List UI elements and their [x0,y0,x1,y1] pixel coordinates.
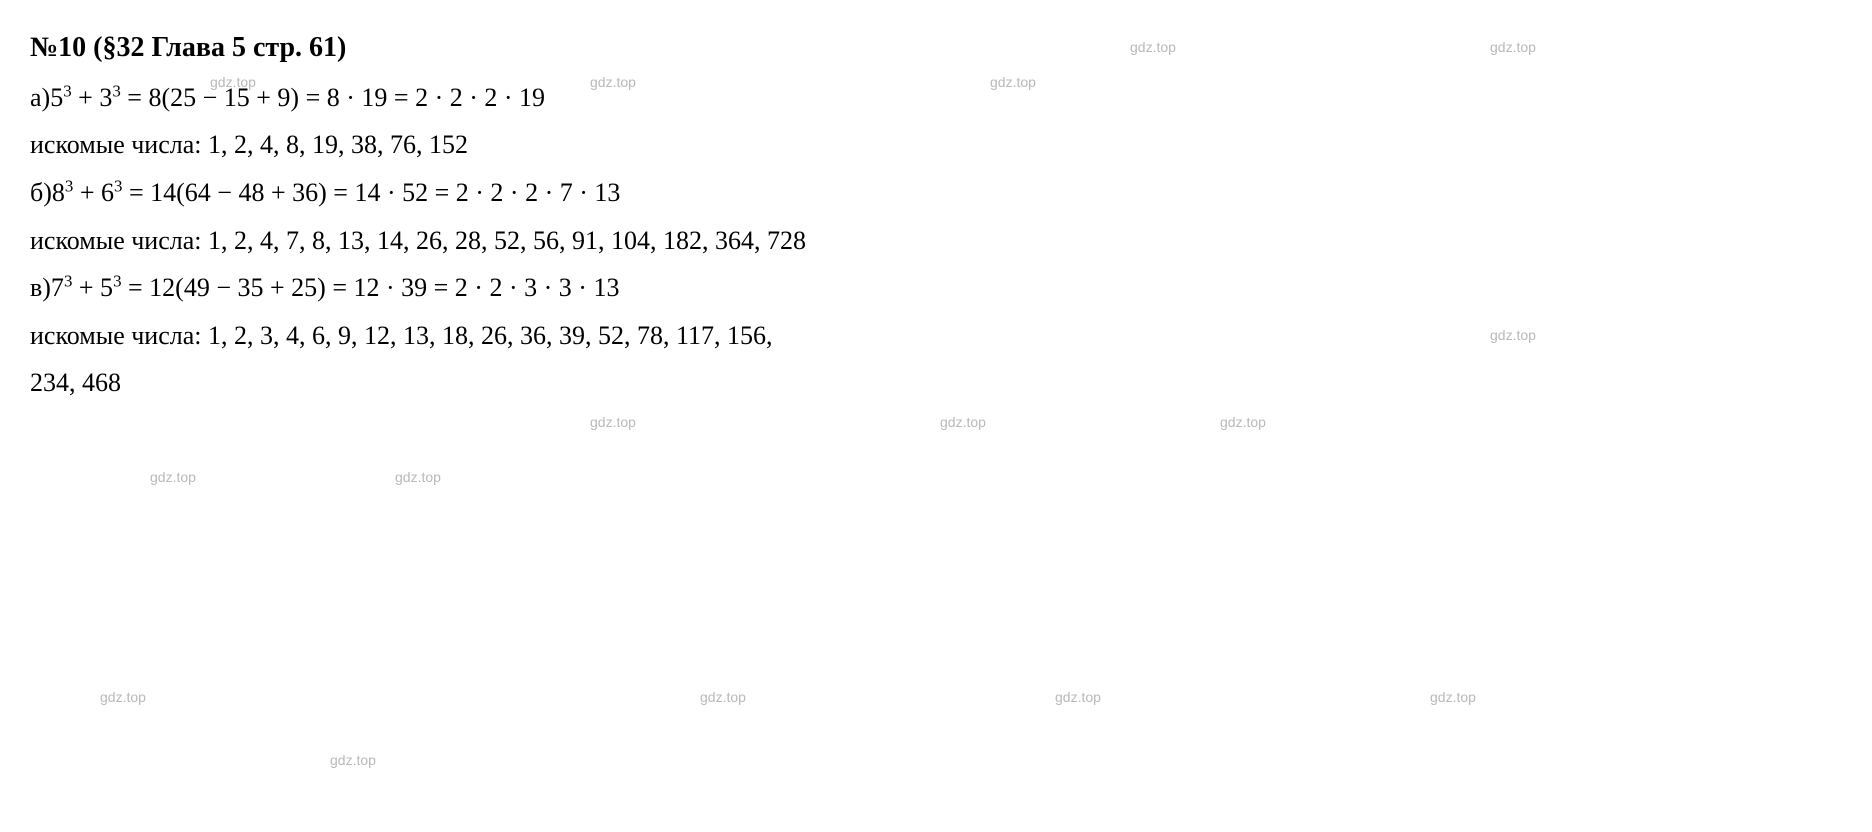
watermark: gdz.top [100,686,146,708]
watermark: gdz.top [1055,686,1101,708]
watermark: gdz.top [990,71,1036,93]
expr-b-rest: = 14(64 − 48 + 36) = 14 · 52 = 2 · 2 · 2… [122,178,620,207]
watermark: gdz.top [1490,324,1536,346]
answer-v-line2: 234, 468 [30,362,1842,404]
expr-a-sup2: 3 [112,81,120,100]
answer-v-text2: 234, 468 [30,368,121,397]
expr-a-sup1: 3 [63,81,71,100]
watermark: gdz.top [150,466,196,488]
watermark: gdz.top [590,71,636,93]
watermark: gdz.top [590,411,636,433]
expr-a: а)53 + 33 = 8(25 − 15 + 9) = 8 · 19 = 2 … [30,77,1842,119]
expr-b-mid1: + 6 [73,178,114,207]
answer-b-text: искомые числа: 1, 2, 4, 7, 8, 13, 14, 26… [30,226,806,255]
title-prefix: №10 ( [30,32,102,63]
answer-v-line1: искомые числа: 1, 2, 3, 4, 6, 9, 12, 13,… [30,315,1842,357]
expr-b-prefix: б)8 [30,178,65,207]
answer-a-text: искомые числа: 1, 2, 4, 8, 19, 38, 76, 1… [30,130,468,159]
watermark: gdz.top [1130,36,1176,58]
expr-a-prefix: а)5 [30,83,63,112]
answer-a: искомые числа: 1, 2, 4, 8, 19, 38, 76, 1… [30,124,1842,166]
watermark: gdz.top [330,749,376,771]
expr-v-prefix: в)7 [30,273,64,302]
answer-v-text1: искомые числа: 1, 2, 3, 4, 6, 9, 12, 13,… [30,321,773,350]
expr-b: б)83 + 63 = 14(64 − 48 + 36) = 14 · 52 =… [30,172,1842,214]
watermark: gdz.top [1490,36,1536,58]
title-section: §32 Глава 5 стр. 61) [102,32,346,63]
watermark: gdz.top [940,411,986,433]
answer-b: искомые числа: 1, 2, 4, 7, 8, 13, 14, 26… [30,220,1842,262]
expr-v-sup2: 3 [113,272,121,291]
watermark: gdz.top [395,466,441,488]
expr-v-rest: = 12(49 − 35 + 25) = 12 · 39 = 2 · 2 · 3… [122,273,620,302]
expr-v-mid1: + 5 [72,273,113,302]
expr-a-rest: = 8(25 − 15 + 9) = 8 · 19 = 2 · 2 · 2 · … [121,83,545,112]
watermark: gdz.top [210,71,256,93]
watermark: gdz.top [1220,411,1266,433]
watermark: gdz.top [700,686,746,708]
expr-a-mid1: + 3 [72,83,113,112]
title: №10 (§32 Глава 5 стр. 61) [30,26,1842,71]
expr-v: в)73 + 53 = 12(49 − 35 + 25) = 12 · 39 =… [30,267,1842,309]
watermark: gdz.top [1430,686,1476,708]
